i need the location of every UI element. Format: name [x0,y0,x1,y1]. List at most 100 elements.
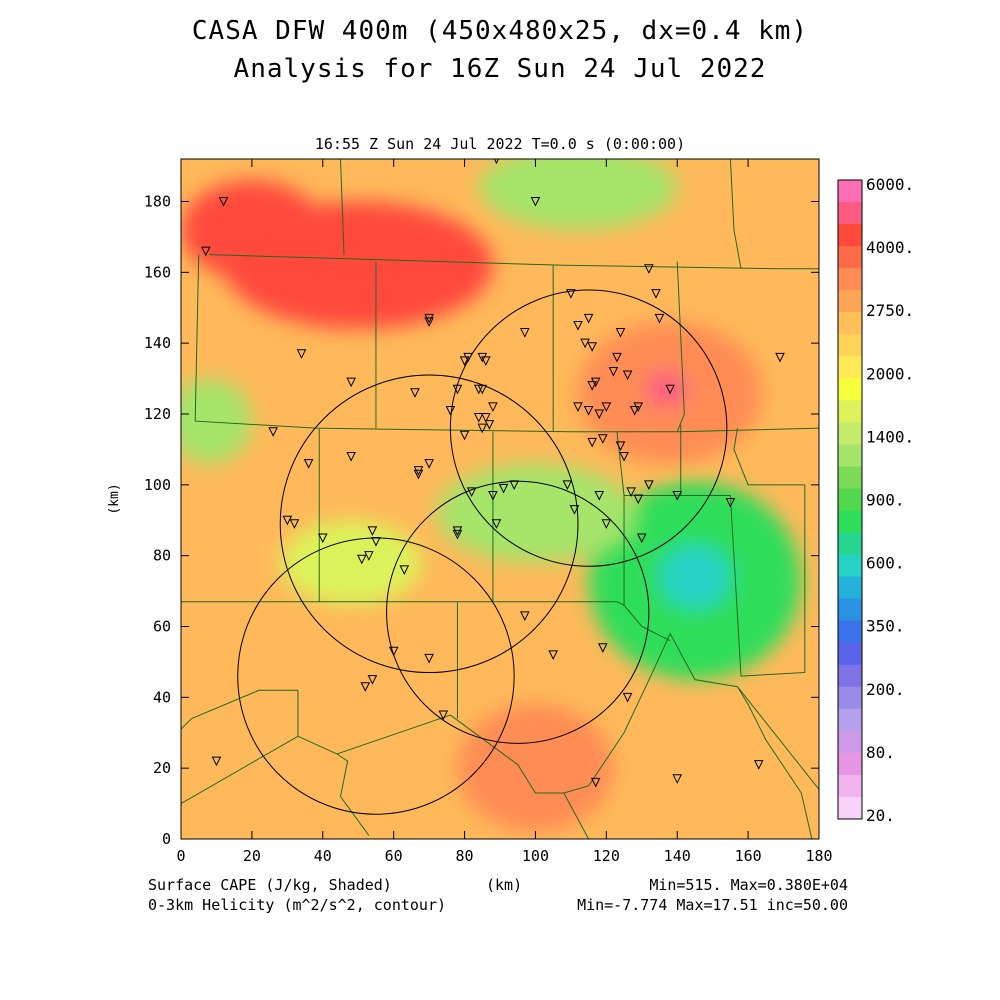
station-marker-48 [633,402,644,413]
station-marker-17 [580,338,590,349]
station-marker-60 [509,480,519,490]
station-marker-42 [601,402,612,413]
time-label: 16:55 Z Sun 24 Jul 2022 T=0.0 s (0:00:00… [314,135,686,153]
station-marker-72 [775,352,785,363]
x-tick-label: 40 [314,847,332,865]
station-marker-43 [587,437,597,448]
county-line-22 [737,686,813,839]
colorbar-label-10: 20. [866,806,895,825]
colorbar-swatch-26 [838,752,862,776]
colorbar-swatch-9 [838,378,862,401]
station-marker-15 [573,320,583,331]
x-axis-unit: (km) [486,876,523,894]
station-marker-34 [481,413,491,423]
colorbar-swatch-4 [838,268,862,291]
x-tick-label: 100 [522,847,549,865]
y-tick-label: 160 [144,263,171,281]
station-marker-68 [644,480,654,490]
colorbar-swatch-5 [838,290,862,313]
chart-subtitle: Analysis for 16Z Sun 24 Jul 2022 [233,54,767,84]
y-tick-label: 100 [144,476,171,494]
station-marker-19 [608,367,619,377]
colorbar-swatch-18 [838,576,862,600]
station-marker-46 [619,452,629,462]
station-marker-28 [587,381,597,391]
station-marker-22 [622,370,633,381]
x-tick-label: 140 [664,847,691,865]
colorbar-label-5: 900. [866,491,905,510]
cape-shaded-field [181,159,819,839]
station-marker-84 [622,692,633,703]
colorbar-label-6: 600. [866,554,905,573]
station-marker-18 [587,342,597,352]
county-line-1 [194,254,819,433]
station-marker-38 [459,430,470,441]
station-marker-87 [360,682,371,692]
county-line-5 [729,159,742,269]
y-tick-label: 60 [153,618,171,636]
x-tick-label: 80 [456,847,474,865]
colorbar-swatch-21 [838,642,862,666]
x-tick-label: 180 [805,847,832,865]
colorbar-swatch-0 [838,180,862,203]
x-tick-label: 160 [735,847,762,865]
colorbar-swatch-2 [838,224,862,247]
contour-field-label: 0-3km Helicity (m^2/s^2, contour) [148,896,447,914]
colorbar-swatch-16 [838,532,862,555]
station-marker-50 [303,459,314,469]
county-line-0 [209,254,819,270]
colorbar-label-1: 4000. [866,238,914,257]
colorbar-label-2: 2750. [866,301,914,320]
station-marker-7 [346,377,356,388]
x-tick-label: 60 [385,847,403,865]
cape-region-9 [181,378,252,464]
axes: 0 20 40 60 80 100 120 140 160 180 0 20 40 60 80 100 120 1… [107,159,833,865]
station-marker-47 [629,405,640,416]
station-marker-64 [594,490,605,501]
y-tick-label: 180 [144,193,171,211]
station-marker-86 [424,653,434,664]
county-line-7 [733,428,805,486]
station-marker-79 [364,551,374,561]
cape-region-4 [457,704,614,832]
colorbar-swatch-10 [838,400,862,423]
x-tick-label: 120 [593,847,620,865]
colorbar-swatch-6 [838,312,862,335]
colorbar-swatch-17 [838,554,862,578]
station-marker-21 [612,352,622,363]
colorbar-swatch-20 [838,620,862,644]
station-marker-88 [367,675,378,685]
station-marker-77 [371,537,381,547]
station-marker-23 [644,264,654,274]
colorbar-label-4: 1400. [866,427,914,446]
station-marker-36 [477,423,488,434]
station-marker-85 [388,646,399,657]
station-marker-53 [413,469,424,480]
colorbar-swatch-27 [838,774,862,798]
station-marker-56 [452,526,463,536]
county-line-16 [181,689,298,730]
y-tick-label: 140 [144,334,171,352]
colorbar-swatch-15 [838,510,862,533]
colorbar-swatch-25 [838,730,862,754]
chart-title: CASA DFW 400m (450x480x25, dx=0.4 km) [191,16,809,46]
contour-stats: Min=-7.774 Max=17.51 inc=50.00 [577,896,848,914]
colorbar-swatch-11 [838,422,862,445]
station-marker-49 [268,427,278,437]
station-marker-6 [296,349,307,359]
station-marker-62 [562,480,573,490]
shaded-field-label: Surface CAPE (J/kg, Shaded) [148,876,392,894]
station-marker-3 [201,246,211,257]
station-marker-25 [654,313,665,324]
station-marker-92 [590,777,601,788]
station-marker-57 [466,487,477,498]
station-marker-41 [594,409,605,420]
plot-frame [180,158,820,840]
station-marker-51 [346,452,356,462]
station-marker-89 [438,710,449,721]
station-marker-71 [725,498,736,508]
station-marker-63 [569,505,580,515]
station-marker-13 [520,328,530,338]
station-marker-65 [601,519,612,529]
